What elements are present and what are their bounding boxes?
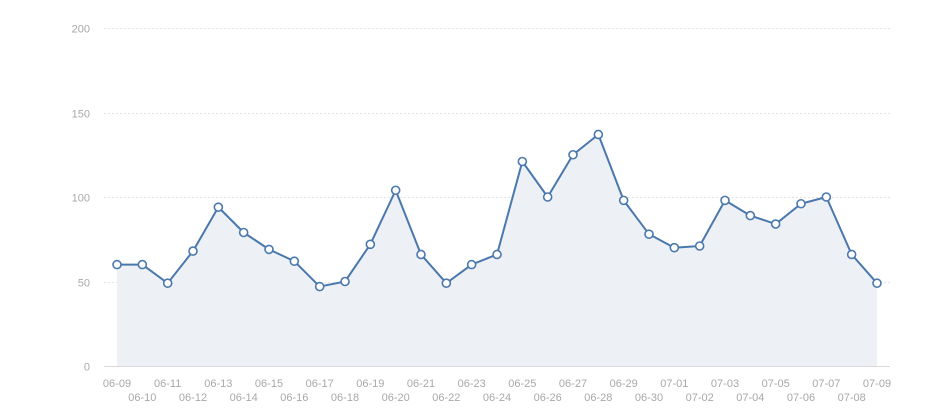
x-tick-label: 07-01 — [660, 378, 688, 390]
x-tick-label: 07-04 — [736, 392, 764, 404]
x-tick-label: 07-06 — [787, 392, 815, 404]
data-point[interactable] — [593, 129, 604, 140]
data-point[interactable] — [238, 227, 249, 238]
data-point[interactable] — [796, 198, 806, 209]
x-tick-label: 06-13 — [204, 378, 232, 390]
data-point[interactable] — [365, 239, 376, 250]
y-tick-label: 50 — [78, 278, 90, 290]
y-axis: 0 50 100 150 200 — [72, 24, 90, 374]
x-tick-label: 06-20 — [382, 392, 410, 404]
y-tick-label: 150 — [72, 109, 90, 121]
data-point[interactable] — [112, 259, 122, 270]
data-point[interactable] — [416, 249, 426, 260]
data-point[interactable] — [314, 281, 325, 292]
data-point[interactable] — [846, 249, 857, 260]
data-point[interactable] — [492, 249, 502, 260]
data-point[interactable] — [872, 278, 882, 288]
data-point[interactable] — [770, 219, 781, 229]
x-tick-label: 06-30 — [635, 392, 663, 404]
x-tick-label: 07-05 — [762, 378, 790, 390]
x-tick-label: 06-25 — [508, 378, 536, 390]
data-point[interactable] — [340, 276, 350, 287]
data-point[interactable] — [390, 185, 401, 196]
y-tick-label: 200 — [72, 24, 90, 36]
data-point[interactable] — [745, 210, 756, 221]
x-tick-label: 07-07 — [812, 378, 840, 390]
data-point[interactable] — [821, 192, 832, 202]
series-area — [117, 134, 877, 366]
x-tick-label: 06-21 — [407, 378, 435, 390]
x-tick-label: 06-26 — [534, 392, 562, 404]
x-tick-label: 06-28 — [584, 392, 612, 404]
x-tick-label: 06-18 — [331, 392, 359, 404]
x-tick-label: 07-03 — [711, 378, 739, 390]
x-tick-label: 06-27 — [559, 378, 587, 390]
area-layer — [117, 134, 877, 366]
data-point[interactable] — [517, 156, 528, 167]
x-tick-label: 06-29 — [610, 378, 638, 390]
data-point[interactable] — [188, 246, 198, 256]
y-tick-label: 0 — [84, 362, 90, 374]
x-tick-label: 06-16 — [280, 392, 308, 404]
x-tick-label: 06-17 — [306, 378, 334, 390]
x-tick-label: 06-09 — [103, 378, 131, 390]
data-point[interactable] — [466, 259, 477, 270]
x-axis: 06-09 06-10 06-11 06-12 06-13 06-14 06-15 06-16… — [103, 378, 891, 404]
data-point[interactable] — [644, 229, 654, 239]
data-point[interactable] — [669, 242, 680, 253]
data-point[interactable] — [542, 192, 553, 202]
point-layer — [112, 129, 882, 292]
data-point[interactable] — [568, 149, 578, 160]
data-point[interactable] — [137, 259, 148, 270]
x-tick-label: 06-15 — [255, 378, 283, 390]
data-point[interactable] — [289, 256, 300, 267]
x-tick-label: 07-08 — [838, 392, 866, 404]
x-tick-label: 06-14 — [230, 392, 258, 404]
data-point[interactable] — [694, 241, 705, 251]
x-tick-label: 07-09 — [863, 378, 891, 390]
data-point[interactable] — [441, 278, 452, 288]
x-tick-label: 06-22 — [432, 392, 460, 404]
x-tick-label: 06-24 — [483, 392, 511, 404]
data-point[interactable] — [264, 244, 274, 255]
x-tick-label: 06-11 — [154, 378, 181, 390]
data-point[interactable] — [720, 195, 730, 206]
data-point[interactable] — [162, 278, 173, 288]
x-tick-label: 06-12 — [179, 392, 207, 404]
x-tick-label: 07-02 — [686, 392, 714, 404]
data-point[interactable] — [213, 202, 224, 212]
x-tick-label: 06-10 — [128, 392, 156, 404]
x-tick-label: 06-19 — [356, 378, 384, 390]
x-tick-label: 06-23 — [458, 378, 486, 390]
y-tick-label: 100 — [72, 193, 90, 205]
data-point[interactable] — [618, 195, 629, 206]
